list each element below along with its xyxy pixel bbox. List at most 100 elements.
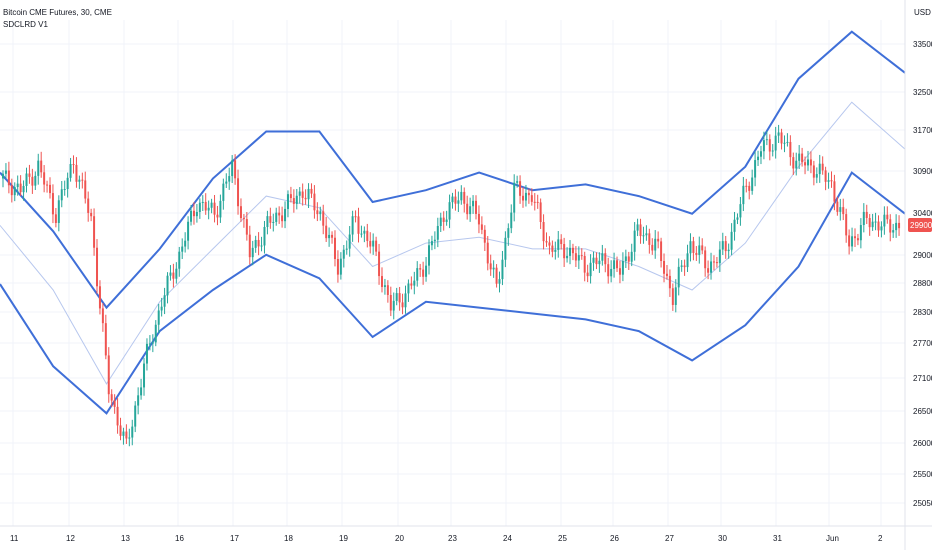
candle-body	[398, 293, 401, 303]
candle-body	[269, 216, 272, 223]
candle-body	[454, 196, 457, 204]
candle-body	[583, 255, 586, 273]
candle-body	[90, 212, 93, 217]
candle-body	[160, 306, 163, 311]
candle-body	[125, 431, 128, 439]
candle-body	[339, 258, 342, 275]
candle-body	[668, 275, 671, 289]
candle-body	[636, 224, 639, 231]
candle-body	[40, 160, 43, 173]
candle-body	[137, 395, 140, 406]
candle-body	[839, 207, 842, 212]
candle-body	[151, 342, 154, 344]
candle-body	[472, 200, 475, 207]
candle-body	[248, 234, 251, 258]
candle-body	[783, 142, 786, 144]
candle-body	[322, 211, 325, 226]
candle-body	[792, 157, 795, 169]
candle-body	[842, 207, 845, 215]
candle-body	[560, 239, 563, 245]
candle-body	[730, 231, 733, 250]
candle-body	[833, 181, 836, 202]
candle-body	[818, 163, 821, 175]
candle-body	[131, 426, 134, 438]
middle-band-line	[0, 101, 906, 385]
candle-body	[557, 239, 560, 250]
candle-body	[448, 202, 451, 220]
candle-body	[445, 219, 448, 222]
candle-body	[178, 251, 181, 269]
candle-body	[16, 183, 19, 188]
candle-body	[721, 241, 724, 250]
candle-body	[895, 222, 898, 231]
candle-body	[545, 241, 548, 243]
candle-body	[624, 256, 627, 262]
candle-body	[413, 280, 416, 286]
upper-band-line	[0, 30, 906, 310]
candle-body	[310, 188, 313, 194]
candle-body	[580, 255, 583, 257]
candle-body	[724, 241, 727, 252]
candle-body	[815, 174, 818, 178]
candle-body	[563, 244, 566, 259]
candle-body	[122, 431, 125, 436]
candle-body	[325, 225, 328, 239]
candle-body	[190, 210, 193, 222]
candle-body	[524, 192, 527, 201]
candle-body	[348, 234, 351, 249]
candle-body	[536, 201, 539, 203]
candle-body	[501, 259, 504, 280]
candle-body	[107, 355, 110, 395]
candle-body	[856, 238, 859, 241]
time-tick-label: 31	[773, 534, 782, 543]
candle-body	[354, 216, 357, 218]
time-tick-label: 27	[665, 534, 674, 543]
candle-body	[427, 245, 430, 266]
candle-body	[69, 164, 72, 178]
candle-body	[410, 283, 413, 286]
candle-body	[715, 262, 718, 264]
candle-body	[812, 165, 815, 178]
candle-body	[613, 260, 616, 269]
candle-body	[824, 170, 827, 182]
candle-body	[51, 193, 54, 215]
candle-body	[654, 238, 657, 251]
candle-body	[616, 260, 619, 269]
candle-body	[166, 275, 169, 296]
price-tick-label: 25500	[913, 470, 932, 479]
candle-body	[698, 245, 701, 255]
candle-body	[683, 265, 686, 268]
candle-body	[257, 239, 260, 247]
candle-body	[145, 343, 148, 364]
candle-body	[786, 141, 789, 143]
candle-body	[877, 221, 880, 231]
candle-body	[336, 259, 339, 275]
candle-body	[739, 204, 742, 218]
candle-body	[286, 194, 289, 209]
candle-body	[360, 233, 363, 235]
time-tick-label: Jun	[826, 534, 839, 543]
candle-body	[651, 244, 654, 251]
candle-body	[251, 247, 254, 258]
candle-body	[771, 150, 774, 152]
time-tick-label: 13	[121, 534, 130, 543]
candle-body	[513, 182, 516, 213]
candle-body	[798, 153, 801, 161]
candle-body	[222, 183, 225, 201]
candle-body	[463, 191, 466, 204]
price-tick-label: 25050	[913, 499, 932, 508]
time-tick-label: 19	[339, 534, 348, 543]
candle-body	[689, 241, 692, 254]
candle-body	[260, 245, 263, 247]
candle-body	[533, 201, 536, 203]
grid	[0, 20, 905, 526]
time-tick-label: 16	[175, 534, 184, 543]
candle-body	[469, 206, 472, 215]
candle-body	[316, 210, 319, 215]
price-tick-label: 27700	[913, 339, 932, 348]
candle-body	[386, 285, 389, 295]
candle-body	[333, 237, 336, 260]
